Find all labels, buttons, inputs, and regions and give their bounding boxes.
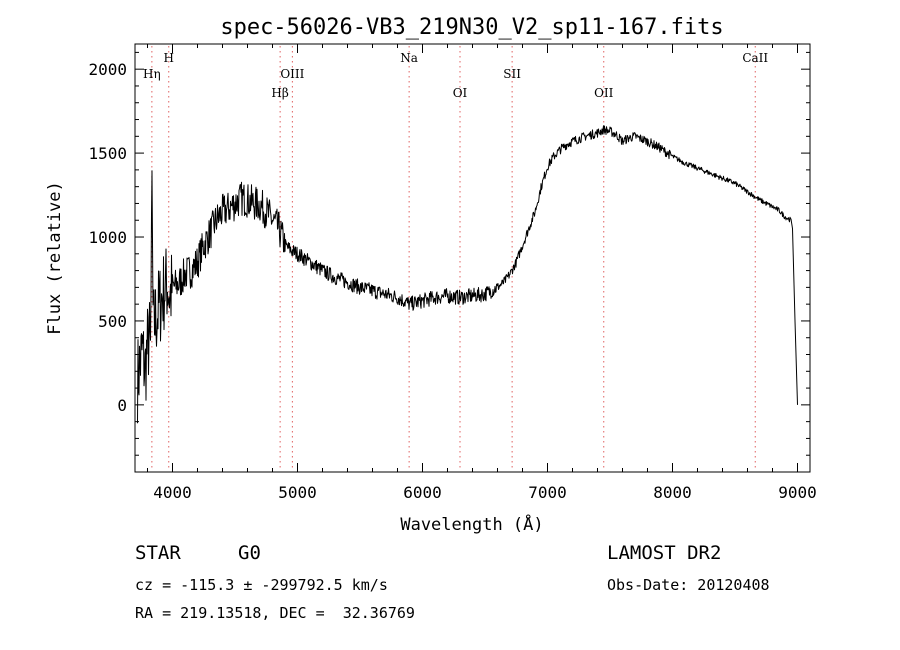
emission-line-markers: [151, 46, 756, 470]
observation-date: Obs-Date: 20120408: [607, 576, 770, 594]
line-label: H: [164, 51, 174, 65]
y-tick-label: 500: [98, 312, 127, 331]
line-label: Hη: [143, 67, 161, 81]
line-label: Hβ: [271, 86, 288, 100]
y-tick-label: 1000: [88, 228, 127, 247]
coordinates-readout: RA = 219.13518, DEC = 32.36769: [135, 604, 415, 622]
spectrum-chart: spec-56026-VB3_219N30_V2_sp11-167.fits 4…: [45, 15, 817, 535]
line-label: CaII: [742, 51, 768, 65]
x-tick-label: 8000: [653, 483, 692, 502]
x-tick-label: 7000: [528, 483, 567, 502]
chart-title: spec-56026-VB3_219N30_V2_sp11-167.fits: [220, 15, 723, 40]
object-class: STAR: [135, 542, 181, 564]
survey-name: LAMOST DR2: [607, 542, 722, 564]
line-label: OIII: [280, 67, 304, 81]
spectrum-series: [137, 125, 798, 424]
object-subclass: G0: [238, 542, 261, 564]
x-tick-label: 9000: [778, 483, 817, 502]
x-tick-label: 4000: [153, 483, 192, 502]
emission-line-labels: HηH Hβ OIII Na OI SII OII CaII: [143, 51, 768, 100]
x-axis: 4000 5000 6000 7000 8000 9000: [147, 44, 817, 502]
line-label: Na: [400, 51, 418, 65]
line-label: OI: [453, 86, 468, 100]
plot-frame: [134, 43, 811, 473]
y-tick-label: 0: [117, 396, 127, 415]
y-axis: 0 500 1000 1500 2000: [88, 51, 810, 456]
y-axis-label: Flux (relative): [45, 181, 65, 335]
line-label: SII: [503, 67, 521, 81]
spectrum-line: [137, 125, 798, 424]
x-tick-label: 6000: [403, 483, 442, 502]
y-tick-label: 1500: [88, 144, 127, 163]
y-tick-label: 2000: [88, 60, 127, 79]
velocity-readout: cz = -115.3 ± -299792.5 km/s: [135, 576, 388, 594]
x-axis-label: Wavelength (Å): [400, 513, 543, 535]
line-label: OII: [594, 86, 614, 100]
x-tick-label: 5000: [278, 483, 317, 502]
